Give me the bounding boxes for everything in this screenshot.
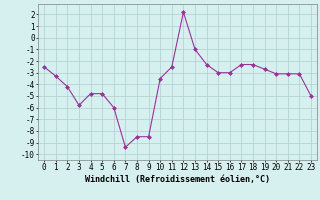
- X-axis label: Windchill (Refroidissement éolien,°C): Windchill (Refroidissement éolien,°C): [85, 175, 270, 184]
